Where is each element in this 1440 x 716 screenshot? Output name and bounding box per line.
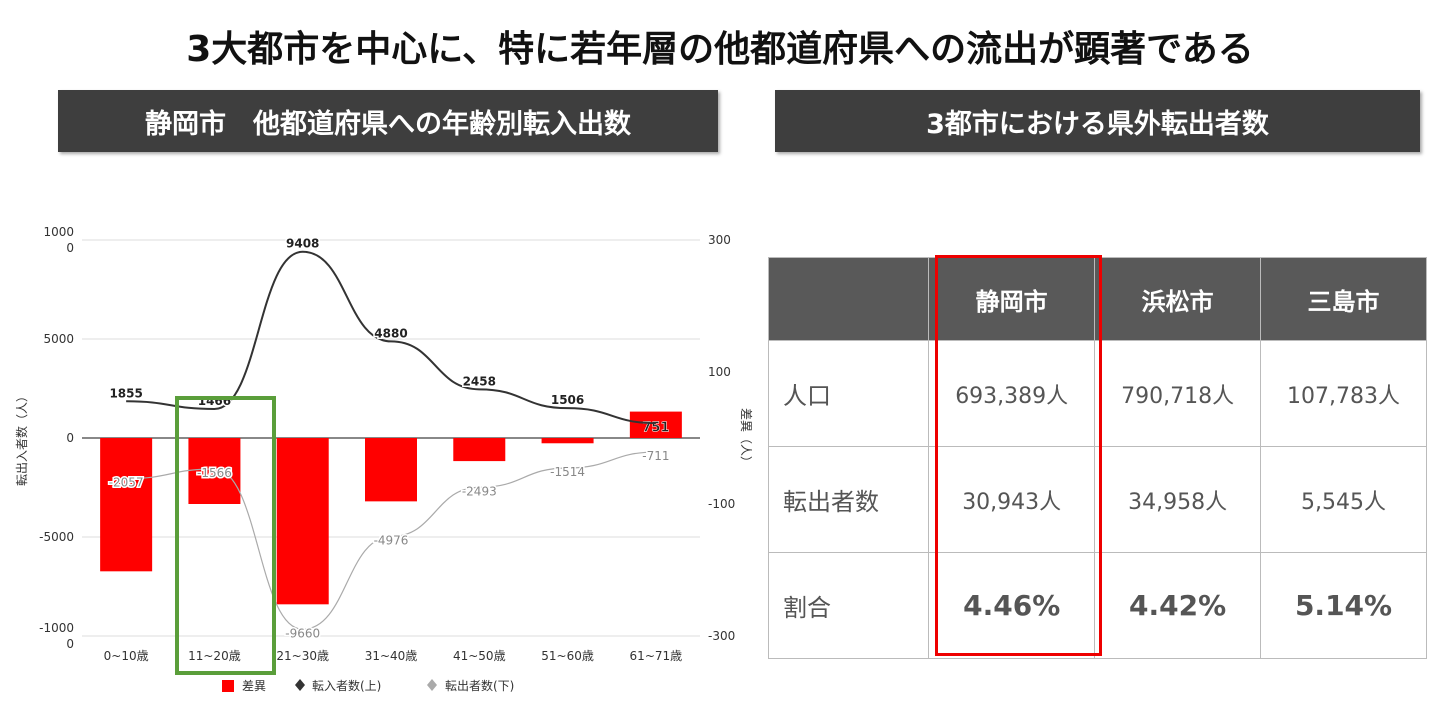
header-cell: 静岡市: [928, 257, 1096, 341]
y-tick-label: -5000: [39, 530, 74, 544]
y-axis-label: 転出入者数（人）: [14, 390, 29, 486]
data-label: -9660: [285, 626, 320, 640]
cell: 34,958人: [1094, 446, 1262, 553]
table-row: 割合 4.46% 4.42% 5.14%: [767, 552, 1427, 659]
bar-4: [453, 438, 506, 462]
page-title: 3大都市を中心に、特に若年層の他都道府県への流出が顕著である: [186, 29, 1254, 70]
x-tick-label: 51~60歳: [541, 649, 594, 663]
data-label: -4976: [374, 534, 409, 548]
data-label: -1566: [197, 466, 232, 480]
x-tick-label: 11~20歳: [188, 649, 241, 663]
line-outflow: [126, 451, 656, 630]
data-label: -711: [642, 449, 669, 463]
table-header: 3都市における県外転出者数: [775, 90, 1420, 152]
data-label: 2458: [463, 374, 496, 388]
data-label: -2057: [109, 476, 144, 490]
table-row: 転出者数 30,943人 34,958人 5,545人: [767, 446, 1427, 553]
y-tick-label: 0: [66, 241, 74, 255]
legend-swatch-diff: [222, 680, 234, 692]
bar-0: [100, 438, 153, 572]
highlight-11-20: [175, 396, 276, 675]
highlight-shizuoka: [935, 255, 1102, 656]
data-label: 1506: [551, 393, 584, 407]
x-tick-label: 41~50歳: [453, 649, 506, 663]
header-cell: [767, 257, 930, 341]
bar-1: [188, 438, 241, 504]
row-label: 割合: [767, 552, 930, 659]
y-tick-label: 5000: [43, 332, 74, 346]
bar-5: [541, 438, 594, 444]
bar-2: [276, 438, 329, 605]
x-tick-label: 0~10歳: [104, 649, 149, 663]
y-tick-label: -1000: [39, 621, 74, 635]
y2-axis-label: 差異（人）: [739, 408, 753, 468]
y2-tick-label: 300: [708, 233, 731, 247]
data-label: 9408: [286, 237, 319, 251]
bar-3: [365, 438, 417, 502]
x-tick-label: 31~40歳: [365, 649, 418, 663]
legend-diamond-outflow: [427, 679, 437, 691]
row-label: 人口: [767, 340, 930, 447]
legend-label: 転入者数(上): [312, 678, 381, 693]
cell: 4.46%: [928, 552, 1096, 659]
y-tick-label: 1000: [43, 225, 74, 239]
comparison-table: 静岡市 浜松市 三島市 人口 693,389人 790,718人 107,783…: [767, 257, 1427, 659]
x-tick-label: 21~30歳: [276, 649, 329, 663]
data-label: -1514: [550, 465, 585, 479]
y-tick-label: 0: [66, 637, 74, 651]
y2-tick-label: -300: [708, 629, 735, 643]
cell: 107,783人: [1260, 340, 1427, 447]
cell: 30,943人: [928, 446, 1096, 553]
legend-label: 差異: [242, 679, 266, 693]
bar-label: 751: [642, 421, 669, 436]
cell: 790,718人: [1094, 340, 1262, 447]
legend-diamond-inflow: [295, 679, 305, 691]
y2-tick-label: -100: [708, 497, 735, 511]
cell: 4.42%: [1094, 552, 1262, 659]
table-header-row: 静岡市 浜松市 三島市: [767, 257, 1427, 341]
y2-tick-label: 100: [708, 365, 731, 379]
line-inflow: [126, 250, 656, 425]
data-label: 4880: [374, 326, 407, 340]
row-label: 転出者数: [767, 446, 930, 553]
age-migration-chart: 1000050000-5000-10000300100-100-300転出入者数…: [14, 225, 753, 693]
data-label: -2493: [462, 484, 497, 498]
legend-label: 転出者数(下): [445, 678, 514, 693]
y-tick-label: 0: [66, 431, 74, 445]
cell: 5.14%: [1260, 552, 1427, 659]
table-row: 人口 693,389人 790,718人 107,783人: [767, 340, 1427, 447]
header-cell: 三島市: [1260, 257, 1427, 341]
header-cell: 浜松市: [1094, 257, 1262, 341]
bar-6: [629, 411, 682, 438]
chart-header: 静岡市 他都道府県への年齢別転入出数: [58, 90, 718, 152]
cell: 5,545人: [1260, 446, 1427, 553]
x-tick-label: 61~71歳: [630, 649, 683, 663]
cell: 693,389人: [928, 340, 1096, 447]
data-label: 1855: [109, 386, 142, 400]
